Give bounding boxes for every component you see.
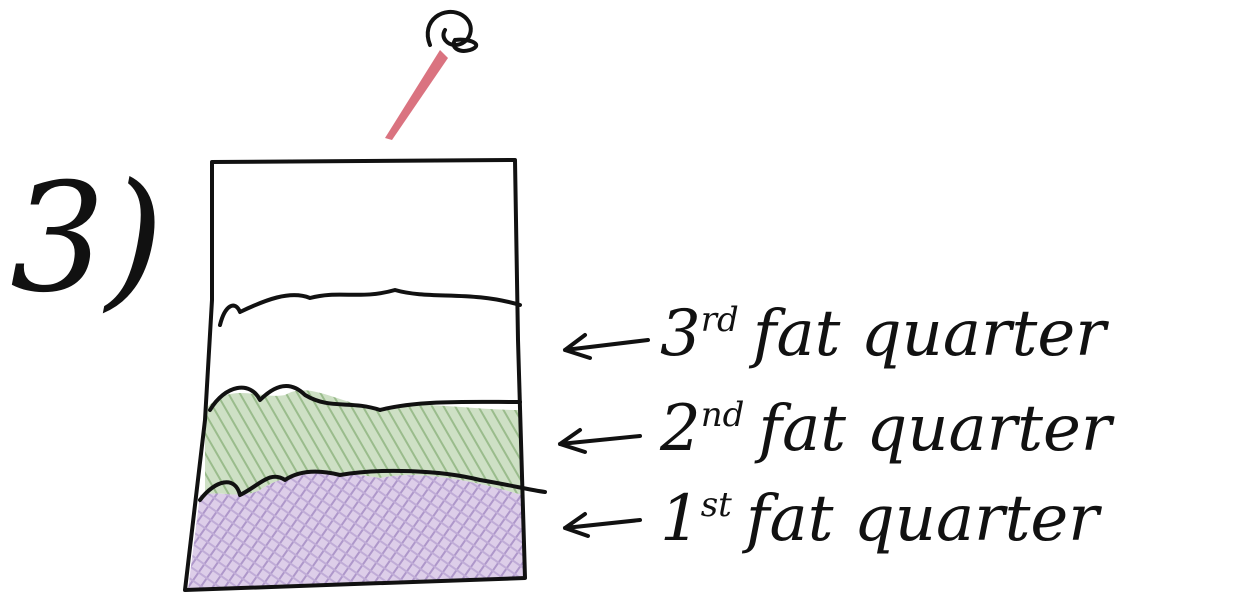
label-text: fat quarter bbox=[749, 297, 1109, 371]
label-number: 1 bbox=[660, 482, 701, 556]
label-number: 2 bbox=[659, 392, 701, 466]
purple-fabric bbox=[188, 473, 525, 590]
label-suffix: rd bbox=[701, 300, 739, 340]
layer-line bbox=[198, 468, 547, 502]
label-suffix: st bbox=[701, 485, 732, 525]
label-text: fat quarter bbox=[742, 482, 1102, 556]
layer-label: 3rd fat quarter bbox=[660, 297, 1109, 371]
layer-line bbox=[218, 288, 522, 327]
step-number: 3) bbox=[10, 152, 164, 326]
arrow bbox=[563, 333, 650, 360]
pin bbox=[385, 9, 479, 140]
arrow bbox=[563, 512, 642, 538]
bag-outline bbox=[183, 158, 527, 592]
arrow bbox=[558, 428, 642, 454]
label-suffix: nd bbox=[701, 395, 745, 435]
layer-label: 2nd fat quarter bbox=[659, 392, 1115, 466]
green-fabric bbox=[205, 390, 522, 495]
layer-line bbox=[208, 384, 522, 412]
label-number: 3 bbox=[660, 297, 701, 371]
label-text: fat quarter bbox=[754, 392, 1114, 466]
layer-label: 1st fat quarter bbox=[660, 482, 1102, 556]
